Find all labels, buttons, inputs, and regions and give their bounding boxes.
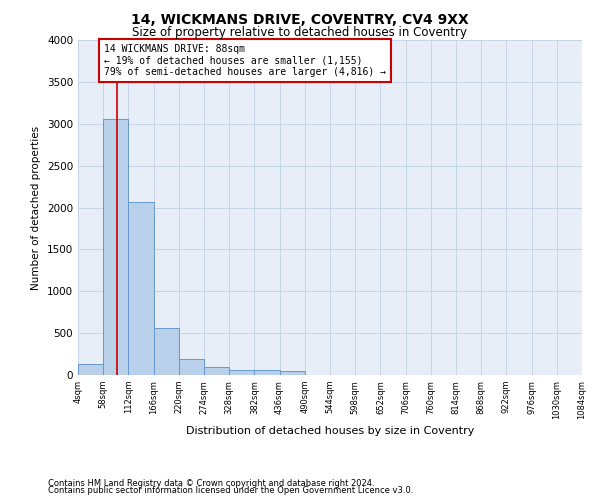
Bar <box>78 364 103 375</box>
Text: 14 WICKMANS DRIVE: 88sqm
← 19% of detached houses are smaller (1,155)
79% of sem: 14 WICKMANS DRIVE: 88sqm ← 19% of detach… <box>104 44 386 78</box>
Bar <box>254 370 280 375</box>
Bar <box>204 366 229 375</box>
Bar <box>280 371 305 375</box>
Text: Contains HM Land Registry data © Crown copyright and database right 2024.: Contains HM Land Registry data © Crown c… <box>48 478 374 488</box>
Text: 14, WICKMANS DRIVE, COVENTRY, CV4 9XX: 14, WICKMANS DRIVE, COVENTRY, CV4 9XX <box>131 12 469 26</box>
Text: Contains public sector information licensed under the Open Government Licence v3: Contains public sector information licen… <box>48 486 413 495</box>
Bar <box>128 202 154 375</box>
Bar <box>154 328 179 375</box>
Bar <box>229 370 254 375</box>
X-axis label: Distribution of detached houses by size in Coventry: Distribution of detached houses by size … <box>186 426 474 436</box>
Bar <box>103 118 128 375</box>
Y-axis label: Number of detached properties: Number of detached properties <box>31 126 41 290</box>
Text: Size of property relative to detached houses in Coventry: Size of property relative to detached ho… <box>133 26 467 39</box>
Bar <box>179 358 204 375</box>
